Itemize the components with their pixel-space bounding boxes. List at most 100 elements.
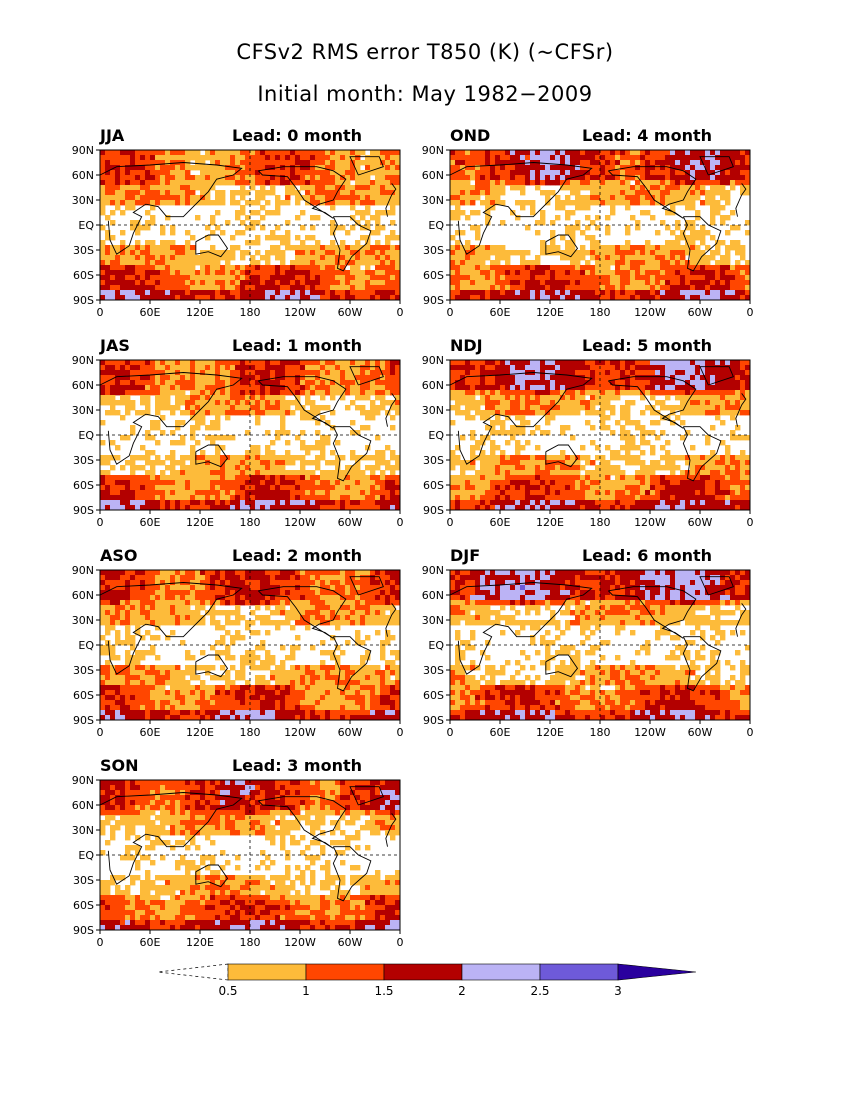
lon-tick-label: 120E — [186, 516, 214, 529]
coastlines — [99, 576, 397, 692]
lon-tick-label: 0 — [747, 516, 754, 529]
lon-tick-label: 180 — [590, 726, 611, 739]
lat-tick-label: 90N — [422, 354, 444, 367]
lon-tick-label: 60W — [338, 936, 363, 949]
lat-tick-label: 90N — [422, 144, 444, 157]
panel-season-label: SON — [100, 756, 139, 775]
lon-tick-label: 180 — [590, 516, 611, 529]
lat-tick-label: 60N — [422, 169, 444, 182]
colorbar-segment — [461, 963, 541, 981]
lat-tick-label: 90N — [72, 354, 94, 367]
lat-tick-label: 60N — [422, 589, 444, 602]
title-line-2: Initial month: May 1982−2009 — [257, 82, 593, 106]
lon-tick-label: 0 — [447, 726, 454, 739]
lat-tick-label: EQ — [78, 849, 94, 862]
lat-tick-label: 90S — [423, 504, 444, 517]
colorbar-label: 3 — [614, 984, 622, 998]
lon-tick-label: 60E — [140, 726, 161, 739]
panel-season-label: NDJ — [450, 336, 483, 355]
colorbar-segment — [539, 963, 619, 981]
lon-tick-label: 60W — [338, 726, 363, 739]
lon-tick-label: 0 — [447, 306, 454, 319]
lon-tick-label: 120W — [284, 306, 316, 319]
rms-field — [450, 360, 751, 511]
coastlines — [449, 366, 747, 482]
lat-tick-label: 60S — [73, 479, 94, 492]
lat-tick-label: 30N — [72, 194, 94, 207]
lon-tick-label: 0 — [447, 516, 454, 529]
lon-tick-label: 60E — [140, 516, 161, 529]
colorbar-under-arrow — [157, 963, 229, 981]
lat-tick-label: EQ — [78, 639, 94, 652]
panel-season-label: ASO — [100, 546, 138, 565]
panel-son: SON Lead: 3 month 90N 60N 30N EQ 30S 60S 90S 0 6… — [60, 756, 404, 956]
lat-tick-label: 60N — [72, 589, 94, 602]
lat-tick-label: 60S — [73, 689, 94, 702]
title-line-1: CFSv2 RMS error T850 (K) (~CFSr) — [236, 40, 614, 64]
lon-tick-label: 60W — [338, 306, 363, 319]
lat-tick-label: 90N — [72, 144, 94, 157]
panel-aso: ASO Lead: 2 month 90N 60N 30N EQ 30S 60S 90S 0 6… — [60, 546, 404, 746]
lon-tick-label: 0 — [397, 726, 404, 739]
lon-tick-label: 120E — [186, 726, 214, 739]
lon-tick-label: 0 — [747, 726, 754, 739]
lon-tick-label: 60W — [688, 726, 713, 739]
coastlines — [99, 366, 397, 482]
lat-tick-label: 90N — [72, 564, 94, 577]
lon-tick-label: 180 — [240, 306, 261, 319]
colorbar-segment — [227, 963, 307, 981]
lat-tick-label: 90N — [72, 774, 94, 787]
coastlines — [99, 156, 397, 272]
lat-tick-label: EQ — [78, 219, 94, 232]
rms-field — [100, 780, 401, 931]
lon-tick-label: 180 — [240, 936, 261, 949]
lon-tick-label: 120E — [536, 516, 564, 529]
lon-tick-label: 0 — [397, 516, 404, 529]
colorbar-label: 1.5 — [374, 984, 393, 998]
colorbar-segment — [383, 963, 463, 981]
lat-tick-label: 30N — [72, 614, 94, 627]
panel-season-label: DJF — [450, 546, 481, 565]
lat-tick-label: 30N — [422, 404, 444, 417]
lat-tick-label: 60N — [72, 379, 94, 392]
lat-tick-label: 90S — [73, 714, 94, 727]
lon-tick-label: 120E — [536, 726, 564, 739]
colorbar-label: 1 — [302, 984, 310, 998]
lat-tick-label: 90S — [73, 924, 94, 937]
panel-ond: OND Lead: 4 month 90N 60N 30N EQ 30S 60S 90S 0 6… — [410, 126, 754, 326]
panel-djf: DJF Lead: 6 month 90N 60N 30N EQ 30S 60S 90S 0 6… — [410, 546, 754, 746]
coastlines — [449, 156, 747, 272]
rms-field — [450, 570, 751, 721]
rms-field — [450, 150, 751, 301]
lon-tick-label: 0 — [97, 726, 104, 739]
lat-tick-label: 30S — [73, 664, 94, 677]
panel-lead-label: Lead: 3 month — [231, 756, 362, 775]
lon-tick-label: 0 — [397, 306, 404, 319]
rms-field — [100, 570, 401, 721]
panel-ndj: NDJ Lead: 5 month 90N 60N 30N EQ 30S 60S 90S 0 6… — [410, 336, 754, 536]
lat-tick-label: 60S — [73, 899, 94, 912]
lat-tick-label: 30S — [73, 874, 94, 887]
lon-tick-label: 120E — [186, 306, 214, 319]
lat-tick-label: 60S — [423, 269, 444, 282]
lat-tick-label: 30N — [72, 824, 94, 837]
panel-jas: JAS Lead: 1 month 90N 60N 30N EQ 30S 60S 90S 0 6… — [60, 336, 404, 536]
colorbar: 0.5 1 1.5 2 2.5 3 — [157, 963, 697, 998]
lon-tick-label: 60E — [490, 306, 511, 319]
panel-lead-label: Lead: 1 month — [231, 336, 362, 355]
lat-tick-label: 30S — [423, 244, 444, 257]
panel-season-label: JAS — [100, 336, 130, 355]
lat-tick-label: 60S — [423, 689, 444, 702]
coastlines — [99, 786, 397, 902]
colorbar-label: 2.5 — [530, 984, 549, 998]
lon-tick-label: 0 — [97, 516, 104, 529]
coastlines — [449, 576, 747, 692]
lon-tick-label: 0 — [397, 936, 404, 949]
lat-tick-label: 60S — [423, 479, 444, 492]
